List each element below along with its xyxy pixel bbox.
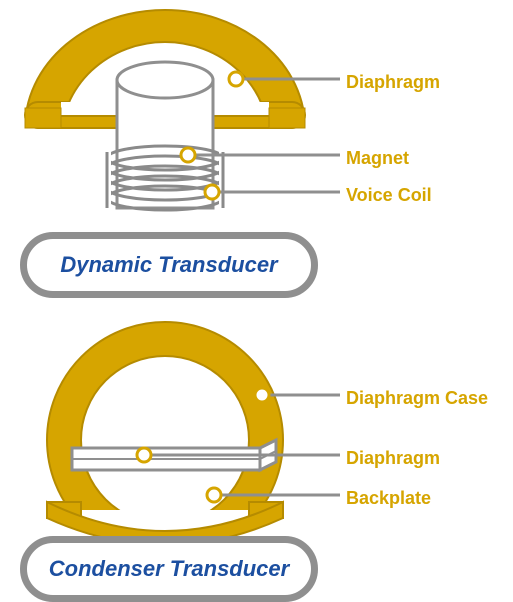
label-magnet: Magnet — [346, 148, 409, 169]
dynamic-title-pill: Dynamic Transducer — [20, 232, 318, 298]
label-diaphragm-2: Diaphragm — [346, 448, 440, 469]
condenser-transducer-diagram — [47, 322, 340, 558]
label-backplate: Backplate — [346, 488, 431, 509]
label-diaphragm-case: Diaphragm Case — [346, 388, 488, 409]
label-voice-coil: Voice Coil — [346, 185, 432, 206]
label-diaphragm: Diaphragm — [346, 72, 440, 93]
condenser-title-pill: Condenser Transducer — [20, 536, 318, 602]
dynamic-transducer-diagram — [25, 10, 340, 246]
